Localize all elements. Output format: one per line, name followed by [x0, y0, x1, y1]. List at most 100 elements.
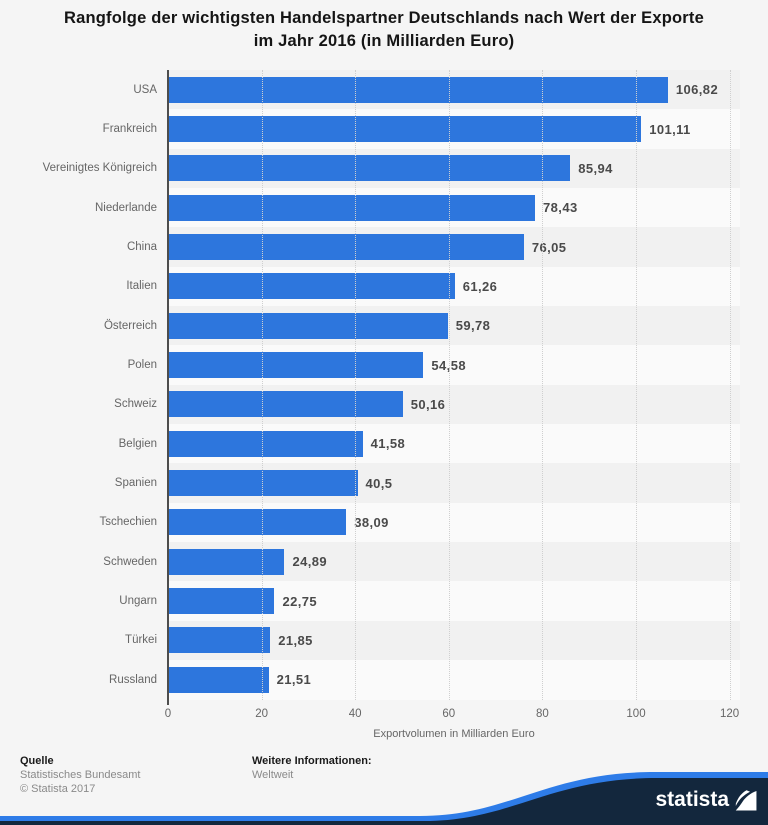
plot-cell: 21,85 — [168, 620, 740, 661]
category-label: Polen — [127, 359, 157, 372]
plot-cell: 59,78 — [168, 306, 740, 346]
bar-chart-rows: USA 106,82 Frankreich 101,11 Vereinigtes Kön… — [0, 70, 768, 700]
chart-row: Schweiz 50,16 — [0, 384, 768, 425]
chart-row: Niederlande 78,43 — [0, 188, 768, 228]
plot-cell: 106,82 — [168, 70, 740, 110]
plot-cell: 54,58 — [168, 345, 740, 385]
category-label: Italien — [126, 280, 157, 293]
source-label: Quelle — [20, 755, 54, 767]
category-label: Russland — [109, 673, 157, 686]
x-axis-ticks: 0 20 40 60 80 100 120 — [0, 708, 768, 722]
bar — [168, 548, 285, 575]
plot-cell: 24,89 — [168, 542, 740, 582]
bar — [168, 509, 347, 536]
plot-cell: 50,16 — [168, 384, 740, 425]
plot-cell: 76,05 — [168, 227, 740, 267]
bar — [168, 391, 403, 418]
chart-row: Polen 54,58 — [0, 345, 768, 385]
chart-row: USA 106,82 — [0, 70, 768, 110]
statista-logo-text: statista — [655, 788, 729, 811]
value-label: 101,11 — [649, 121, 691, 137]
chart-row: Schweden 24,89 — [0, 542, 768, 582]
value-label: 61,26 — [462, 278, 498, 294]
chart-row: Ungarn 22,75 — [0, 581, 768, 621]
category-label: Türkei — [125, 634, 157, 647]
value-label: 22,75 — [282, 593, 318, 609]
category-label: Österreich — [103, 319, 157, 332]
chart-row: China 76,05 — [0, 227, 768, 267]
chart-row: Belgien 41,58 — [0, 424, 768, 464]
y-axis-line — [167, 70, 169, 705]
category-label: China — [126, 241, 157, 254]
chart-title-line2: im Jahr 2016 (in Milliarden Euro) — [253, 32, 515, 50]
bar — [168, 76, 668, 103]
value-label: 41,58 — [370, 436, 406, 452]
chart-title: Rangfolge der wichtigsten Handelspartner… — [0, 7, 768, 53]
x-tick-label: 80 — [535, 708, 549, 720]
x-tick-label: 60 — [442, 708, 456, 720]
x-tick-label: 120 — [720, 708, 740, 720]
bar — [168, 155, 571, 182]
value-label: 24,89 — [292, 554, 328, 570]
statista-logo: statista — [655, 789, 757, 811]
value-label: 54,58 — [431, 357, 466, 373]
chart-title-line1: Rangfolge der wichtigsten Handelspartner… — [64, 9, 704, 27]
source-name: Statistisches Bundesamt — [20, 769, 141, 781]
bar — [168, 470, 358, 497]
statista-wave-banner — [0, 772, 768, 825]
category-label: Frankreich — [102, 123, 157, 136]
x-tick-label: 40 — [348, 708, 362, 720]
bar — [168, 352, 424, 379]
statista-square-icon — [735, 789, 757, 811]
category-label: Spanien — [114, 477, 157, 490]
bar — [168, 194, 536, 221]
bar — [168, 273, 455, 300]
x-tick-label: 0 — [164, 708, 172, 720]
x-axis-label: Exportvolumen in Milliarden Euro — [373, 728, 535, 740]
value-label: 78,43 — [543, 200, 578, 216]
chart-row: Spanien 40,5 — [0, 463, 768, 503]
category-label: Ungarn — [119, 595, 157, 608]
plot-cell: 21,51 — [168, 660, 740, 700]
chart-row: Österreich 59,78 — [0, 306, 768, 346]
bar — [168, 430, 363, 457]
chart-row: Vereinigtes Königreich 85,94 — [0, 148, 768, 189]
source-block: Quelle Statistisches Bundesamt © Statist… — [20, 754, 140, 796]
value-label: 106,82 — [675, 82, 719, 98]
bar — [168, 666, 269, 693]
value-label: 76,05 — [531, 239, 567, 255]
chart-row: Italien 61,26 — [0, 266, 768, 307]
copyright-text: © Statista 2017 — [20, 783, 96, 795]
chart-row: Russland 21,51 — [0, 660, 768, 700]
value-label: 21,51 — [276, 672, 312, 688]
chart-row: Tschechien 38,09 — [0, 502, 768, 543]
wave-navy-fill — [0, 778, 768, 825]
x-tick-label: 20 — [255, 708, 268, 720]
plot-cell: 40,5 — [168, 463, 740, 503]
plot-cell: 61,26 — [168, 266, 740, 307]
plot-cell: 78,43 — [168, 188, 740, 228]
category-label: Niederlande — [94, 201, 157, 214]
value-label: 40,5 — [365, 475, 393, 491]
chart-row: Frankreich 101,11 — [0, 109, 768, 149]
plot-cell: 101,11 — [168, 109, 740, 149]
value-label: 59,78 — [455, 318, 491, 334]
plot-cell: 85,94 — [168, 148, 740, 189]
value-label: 38,09 — [354, 514, 389, 530]
category-label: Schweden — [103, 555, 157, 568]
plot-cell: 41,58 — [168, 424, 740, 464]
bar — [168, 234, 524, 261]
value-label: 21,85 — [278, 632, 313, 648]
bar — [168, 627, 271, 654]
plot-cell: 22,75 — [168, 581, 740, 621]
more-info-label: Weitere Informationen: — [252, 755, 372, 767]
chart-row: Türkei 21,85 — [0, 620, 768, 661]
category-label: Tschechien — [99, 516, 157, 529]
value-label: 85,94 — [578, 160, 613, 176]
bar — [168, 588, 275, 615]
plot-cell: 38,09 — [168, 502, 740, 543]
x-tick-label: 100 — [626, 708, 646, 720]
bar — [168, 116, 642, 143]
category-label: Vereinigtes Königreich — [42, 162, 157, 175]
